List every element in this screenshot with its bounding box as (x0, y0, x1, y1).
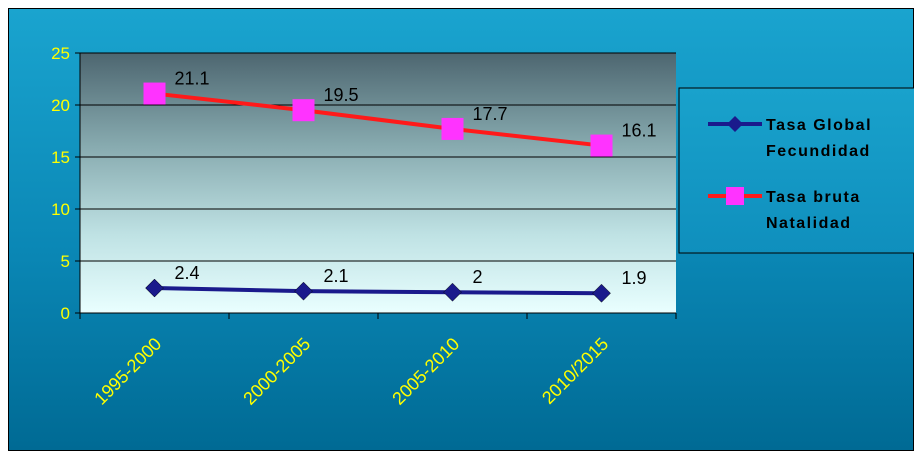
y-tick-label: 25 (51, 44, 70, 63)
data-label: 1.9 (622, 268, 647, 288)
data-label: 21.1 (175, 69, 210, 89)
y-tick-label: 15 (51, 148, 70, 167)
data-label: 2.4 (175, 263, 200, 283)
legend-label: Natalidad (766, 215, 852, 232)
legend-marker (726, 187, 744, 205)
data-point (443, 282, 462, 302)
data-label: 19.5 (324, 85, 359, 105)
data-point (145, 278, 164, 298)
legend-marker (727, 116, 743, 132)
data-label: 17.7 (473, 104, 508, 124)
y-tick-label: 20 (51, 96, 70, 115)
plot-area (80, 53, 676, 313)
data-label: 2.1 (324, 266, 349, 286)
legend-label: Tasa Global (766, 117, 872, 134)
y-tick-label: 5 (61, 252, 70, 271)
data-point (441, 117, 464, 140)
axis-layer (75, 52, 677, 319)
chart-frame: 0 5 10 15 20 25 1995-2000 2000-2005 2005-2010 20… (8, 8, 922, 451)
data-point (590, 134, 613, 157)
y-tick-label: 10 (51, 200, 70, 219)
legend-label: Fecundidad (766, 143, 871, 160)
data-point (292, 99, 315, 122)
data-point (592, 283, 611, 303)
y-tick-label: 0 (61, 304, 70, 323)
data-label: 2 (473, 267, 483, 287)
data-point (294, 281, 313, 301)
y-tick-labels: 0 5 10 15 20 25 (51, 44, 70, 323)
data-point (143, 82, 166, 105)
legend-box (678, 87, 922, 254)
series-line (154, 286, 602, 296)
data-labels: 2.4 2.1 2 1.9 21.1 19.5 17.7 16.1 (175, 69, 657, 289)
series-layer (143, 82, 613, 303)
series-line (154, 91, 602, 148)
data-label: 16.1 (622, 121, 657, 141)
legend: Tasa Global Fecundidad Tasa bruta Natalidad (678, 87, 922, 254)
legend-label: Tasa bruta (766, 189, 861, 206)
